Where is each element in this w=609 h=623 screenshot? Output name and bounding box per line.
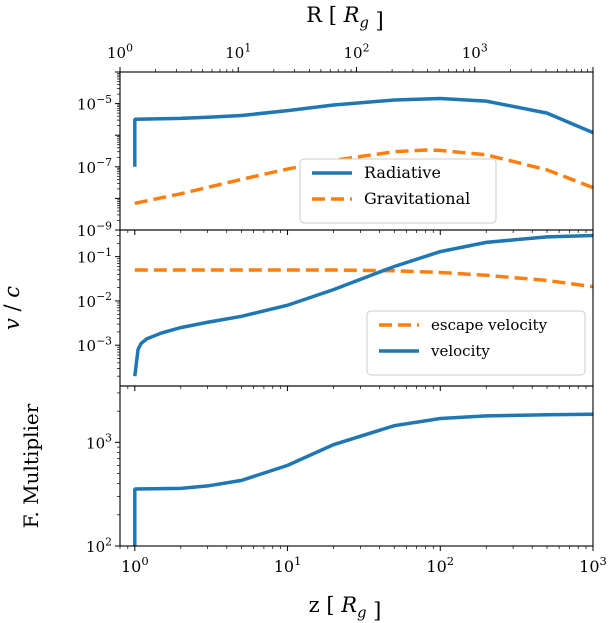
y-axis-label: v / c [0, 286, 24, 330]
top-tick-label: 101 [225, 41, 251, 62]
y-tick-label: 10−5 [77, 93, 112, 114]
top-axis-label: R [ Rg ] [306, 3, 383, 32]
legend-label: Gravitational [364, 189, 470, 208]
series-radiative-line [133, 96, 593, 167]
panel-bottom: 102 103 100 101 102 103 F. Multiplier z [ Rg ] [19, 385, 607, 622]
top-tick-label: 100 [107, 41, 133, 62]
panel-middle: 10−3 10−2 10−1 v / c escape velocity velocity [0, 229, 594, 391]
panels: 10−9 10−7 10−5 100 101 102 103 R [ Rg ] Radiativ… [0, 3, 607, 622]
y-tick-label: 10−3 [77, 334, 112, 355]
series-multiplier-line [133, 412, 593, 546]
x-tick-label: 103 [579, 554, 607, 576]
legend-box [299, 158, 497, 224]
legend-label: velocity [430, 342, 490, 360]
panel-top: 10−9 10−7 10−5 100 101 102 103 R [ Rg ] Radiativ… [77, 3, 594, 240]
y-tick-label: 10−2 [77, 290, 112, 311]
series-gravitational-line [134, 148, 593, 206]
y-tick-label: 10−1 [77, 246, 112, 267]
y-tick-label: 10−9 [77, 219, 112, 240]
series-velocity-line [133, 233, 593, 377]
series-escape-velocity-line [134, 268, 593, 289]
legend-box [366, 310, 586, 376]
y-tick-label: 10−7 [77, 156, 112, 177]
axes-frame [119, 385, 594, 547]
legend-label: escape velocity [431, 316, 548, 334]
bottom-axis-label: z [ Rg ] [309, 593, 382, 622]
y-tick-label: 102 [86, 535, 112, 556]
top-tick-label: 103 [462, 41, 488, 62]
x-tick-label: 101 [274, 554, 302, 576]
y-tick-label: 103 [86, 432, 112, 453]
y-axis-label: F. Multiplier [19, 403, 43, 528]
legend-label: Radiative [364, 163, 441, 182]
x-tick-label: 102 [426, 554, 454, 576]
x-tick-label: 100 [121, 554, 149, 576]
top-tick-label: 102 [344, 41, 370, 62]
